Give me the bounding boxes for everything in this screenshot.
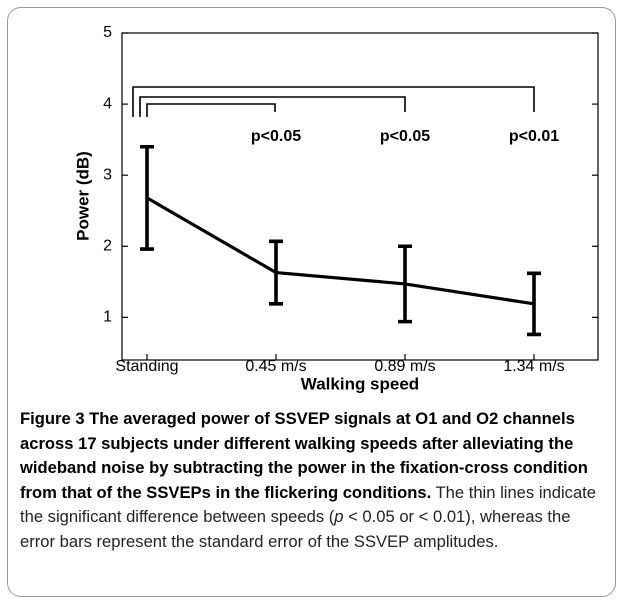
x-tick-label: 0.89 m/s <box>374 358 435 375</box>
error-bar <box>140 144 154 251</box>
plot-box <box>121 32 599 361</box>
y-tick-label: 4 <box>103 95 112 112</box>
y-tick-label: 5 <box>103 24 112 41</box>
bracket <box>146 103 276 117</box>
caption-text: p <box>334 507 344 526</box>
series-line <box>146 196 535 306</box>
figure-frame <box>7 7 616 597</box>
y-axis-label: Power (dB) <box>73 151 92 241</box>
significance-brackets <box>132 86 535 117</box>
caption-text: The thin lines indicate the significant … <box>20 482 597 527</box>
x-axis-label: Walking speed <box>301 374 419 393</box>
y-tick-label: 1 <box>103 309 112 326</box>
bracket <box>132 86 535 117</box>
chart: Walking speed Power (dB) 1 2 3 4 5 Standing 0.… <box>73 24 599 393</box>
error-bar <box>398 244 412 324</box>
error-bar <box>269 239 283 306</box>
caption: Figure 3 The averaged power of SSVEP sig… <box>20 407 608 554</box>
annotation: p<0.05 <box>380 128 430 145</box>
x-tick-label: 0.45 m/s <box>245 358 306 375</box>
annotation: p<0.05 <box>251 128 301 145</box>
x-tick-label: 1.34 m/s <box>503 358 564 375</box>
x-tick-label: Standing <box>115 358 178 375</box>
bracket <box>139 96 406 117</box>
y-tick-label: 2 <box>103 237 112 254</box>
caption-title: Figure 3 The averaged power of SSVEP sig… <box>20 409 588 502</box>
error-bar <box>527 271 541 337</box>
annotation: p<0.01 <box>509 128 559 145</box>
y-tick-label: 3 <box>103 166 112 183</box>
caption-text: < 0.05 or < 0.01), whereas the error bar… <box>20 507 571 551</box>
